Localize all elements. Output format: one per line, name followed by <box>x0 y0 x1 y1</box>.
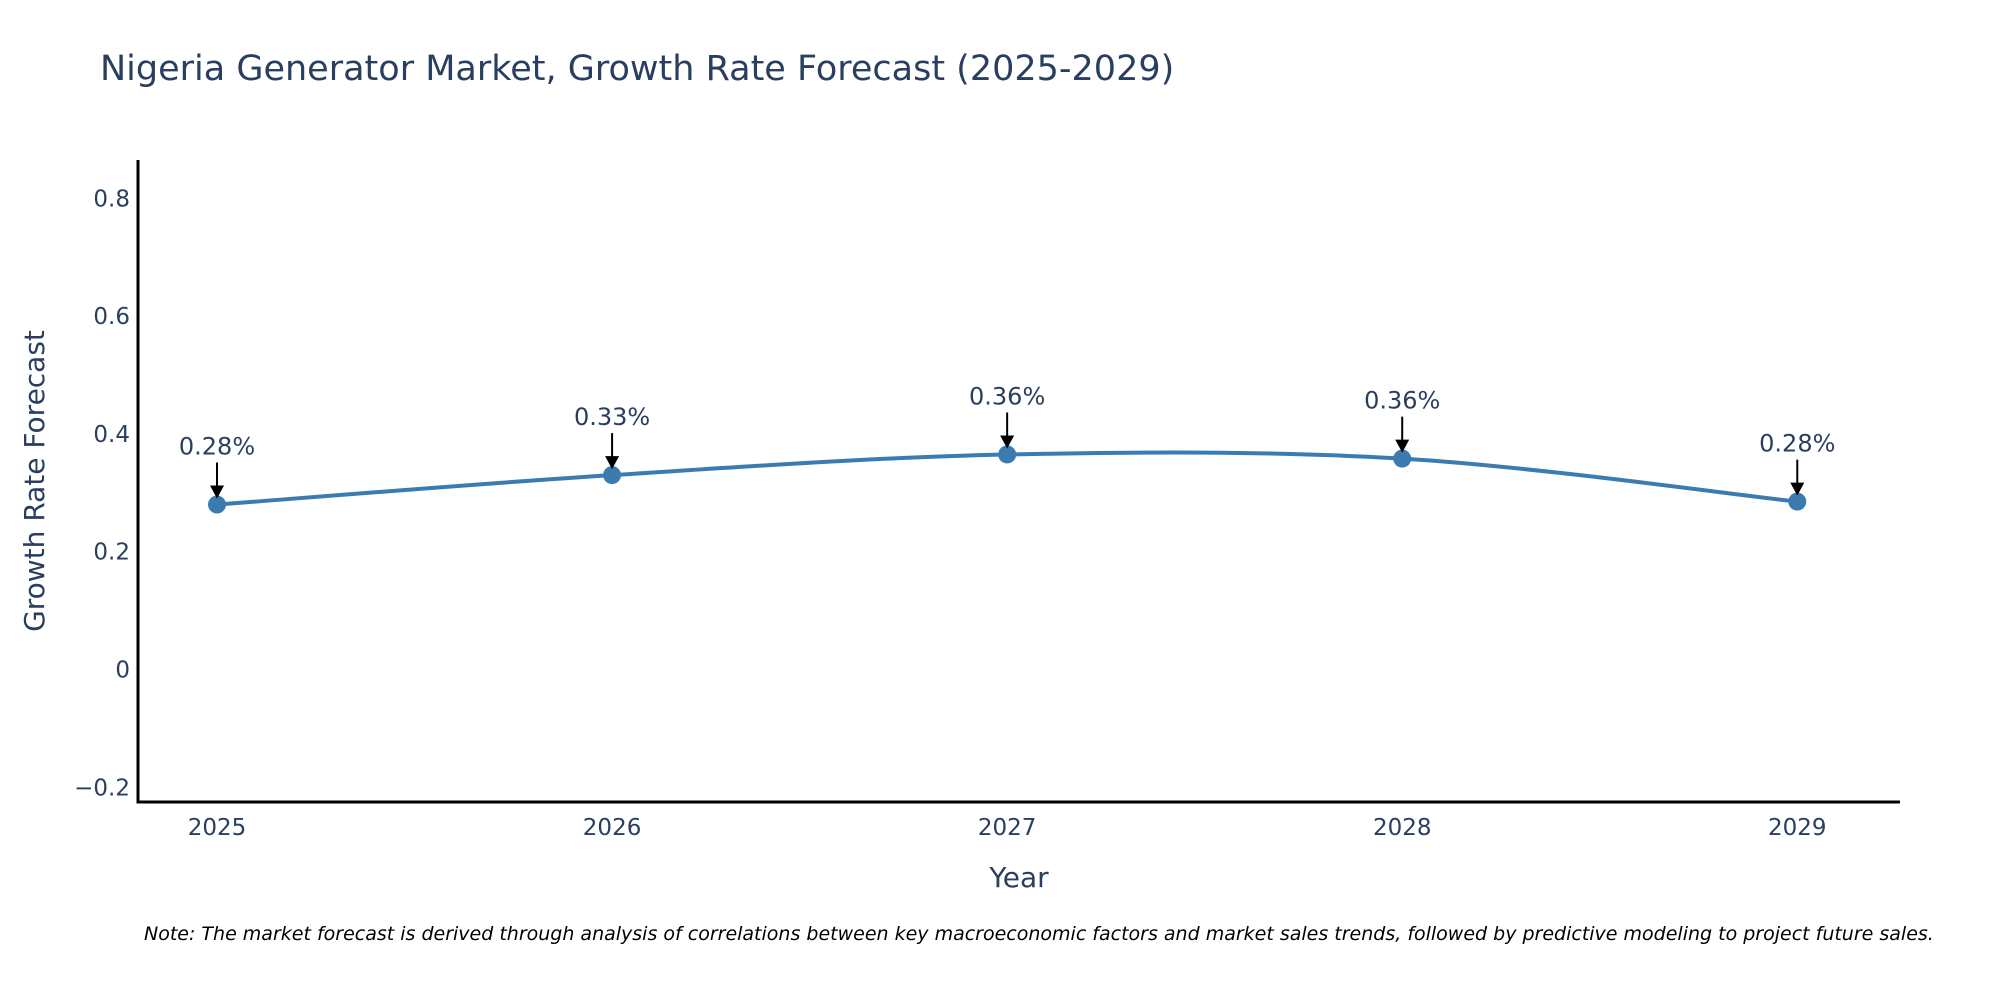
y-axis-title: Growth Rate Forecast <box>18 330 51 632</box>
data-label: 0.36% <box>1364 387 1440 415</box>
x-tick-label: 2029 <box>1768 815 1827 841</box>
data-point <box>603 466 622 485</box>
data-point <box>1788 492 1807 511</box>
x-axis-title: Year <box>988 861 1049 894</box>
data-labels: 0.28% 0.33% 0.36% 0.36% 0.28% <box>179 382 1835 499</box>
data-label: 0.28% <box>1759 430 1835 458</box>
footnote: Note: The market forecast is derived thr… <box>144 923 1934 945</box>
y-axis-ticks: −0.2 0 0.2 0.4 0.6 0.8 <box>74 186 130 801</box>
annotation-arrow-head <box>1790 482 1805 496</box>
x-tick-label: 2025 <box>188 815 247 841</box>
annotation-arrow-head <box>605 456 620 470</box>
y-tick-label: 0.4 <box>93 422 130 448</box>
x-tick-label: 2027 <box>978 815 1037 841</box>
x-tick-label: 2026 <box>583 815 642 841</box>
annotation-arrow-head <box>1395 439 1410 453</box>
data-points <box>208 445 1807 514</box>
data-point <box>1393 449 1412 468</box>
data-label: 0.28% <box>179 433 255 461</box>
annotation-arrow-head <box>210 485 225 499</box>
x-tick-label: 2028 <box>1373 815 1432 841</box>
chart-title: Nigeria Generator Market, Growth Rate Fo… <box>100 49 1174 89</box>
data-label: 0.33% <box>574 403 650 431</box>
y-tick-label: 0.2 <box>93 540 130 566</box>
x-axis-ticks: 2025 2026 2027 2028 2029 <box>188 815 1827 841</box>
y-tick-label: 0 <box>115 657 130 683</box>
y-tick-label: −0.2 <box>74 775 130 801</box>
y-tick-label: 0.8 <box>93 186 130 212</box>
data-point <box>208 495 227 514</box>
data-label: 0.36% <box>969 382 1045 410</box>
annotation-arrow-head <box>1000 435 1015 449</box>
data-point <box>998 445 1017 464</box>
y-tick-label: 0.6 <box>93 304 130 330</box>
